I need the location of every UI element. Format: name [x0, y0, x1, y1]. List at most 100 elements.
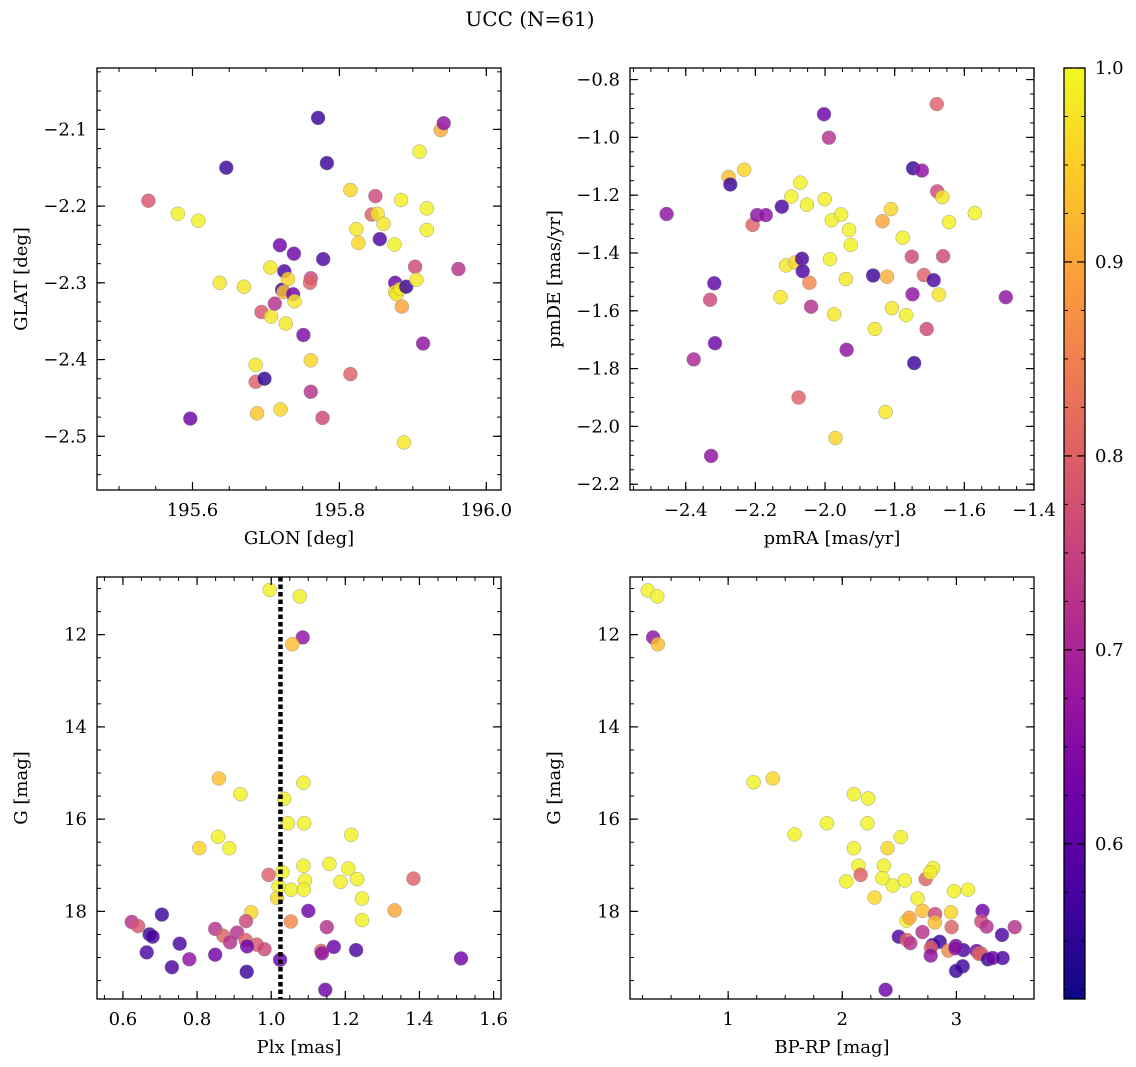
data-point [1007, 919, 1022, 935]
data-point [278, 316, 293, 331]
data-point [902, 910, 917, 925]
data-point [303, 384, 318, 399]
colorbar: 0.6 0.7 0.8 0.9 1.0 [1063, 58, 1124, 1000]
data-point [393, 192, 409, 208]
data-point [915, 924, 930, 940]
points-bprp-g [640, 583, 1022, 997]
data-point [349, 221, 364, 237]
x-tick-label: −2.4 [664, 500, 708, 521]
data-point [263, 260, 278, 275]
y-tick-label: 12 [597, 625, 620, 646]
y-axis-label: GLAT [deg] [11, 227, 32, 331]
data-point [650, 637, 665, 652]
data-point [292, 589, 307, 604]
data-point [846, 841, 862, 856]
data-point [903, 936, 918, 951]
data-point [802, 275, 817, 290]
x-tick-label: 195.6 [167, 500, 219, 521]
data-point [893, 829, 908, 845]
y-axis-label: pmDE [mas/yr] [544, 210, 565, 348]
data-point [907, 355, 922, 371]
data-point [350, 871, 365, 887]
data-point [257, 942, 272, 957]
data-point [941, 214, 957, 230]
y-axis-label: G [mag] [11, 751, 32, 824]
data-point [326, 939, 341, 955]
y-tick-label: −2.0 [576, 416, 620, 437]
y-tick-label: 16 [597, 809, 620, 830]
data-point [399, 279, 414, 294]
colorbar-tick-label: 1.0 [1095, 58, 1124, 79]
data-point [453, 951, 469, 966]
data-point [394, 299, 409, 314]
data-point [839, 342, 854, 357]
data-point [927, 915, 942, 930]
data-point [248, 357, 263, 373]
data-point [948, 941, 963, 956]
data-point [803, 299, 819, 314]
y-tick-label: 18 [64, 901, 87, 922]
data-point [686, 352, 701, 367]
data-point [319, 155, 335, 171]
y-tick-label: 16 [64, 809, 87, 830]
data-point [967, 205, 982, 221]
data-point [922, 865, 938, 880]
data-point [905, 287, 920, 302]
data-point [998, 290, 1013, 305]
x-tick-label: 1.6 [479, 1009, 508, 1030]
x-tick-label: 195.8 [314, 500, 366, 521]
data-point [249, 406, 265, 421]
data-point [297, 816, 312, 831]
data-point [396, 435, 412, 450]
y-tick-label: −2.1 [43, 119, 87, 140]
data-point [914, 163, 930, 178]
data-point [895, 230, 910, 245]
data-point [875, 213, 890, 229]
data-point [795, 264, 810, 279]
data-point [451, 261, 466, 277]
data-point [702, 292, 718, 307]
data-point [351, 235, 366, 251]
data-point [387, 237, 402, 252]
data-point [318, 982, 333, 997]
data-point [222, 841, 237, 856]
y-tick-label: 12 [64, 625, 87, 646]
data-point [415, 336, 431, 351]
data-point [948, 963, 964, 979]
data-point [853, 867, 868, 883]
data-point [376, 216, 391, 232]
panel-plx-g: 0.6 0.8 1.0 1.2 1.4 1.6 12 14 16 18 Plx [mas] G [ma… [11, 576, 508, 1058]
data-point [897, 873, 912, 888]
data-point [283, 914, 298, 929]
data-point [239, 939, 255, 954]
points-pmra-pmde [659, 96, 1013, 464]
data-point [406, 871, 421, 886]
data-point [910, 891, 925, 906]
data-point [846, 787, 862, 802]
y-tick-label: 18 [597, 901, 620, 922]
data-point [284, 882, 299, 897]
data-point [843, 237, 858, 253]
panel-pmra-pmde: −2.4 −2.2 −2.0 −1.8 −1.6 −1.4 −2.2 −2.0 −1.8 −1.6… [544, 67, 1056, 549]
data-point [419, 222, 434, 238]
data-point [787, 827, 802, 842]
data-point [310, 110, 326, 126]
data-point [257, 371, 272, 386]
data-point [935, 189, 950, 205]
y-tick-label: −1.2 [576, 185, 620, 206]
data-point [322, 856, 337, 872]
data-point [341, 861, 356, 876]
y-tick-label: −2.4 [43, 350, 87, 371]
points-plx-g [124, 582, 469, 997]
data-point [899, 307, 914, 323]
y-tick-label: −0.8 [576, 70, 620, 91]
data-point [141, 193, 156, 208]
data-point [191, 213, 206, 228]
x-axis-label: BP-RP [mag] [774, 1037, 889, 1058]
data-point [935, 249, 951, 264]
data-point [758, 207, 773, 223]
data-point [267, 296, 282, 311]
y-tick-label: −2.2 [43, 196, 87, 217]
data-point [238, 913, 254, 929]
data-point [207, 947, 223, 962]
